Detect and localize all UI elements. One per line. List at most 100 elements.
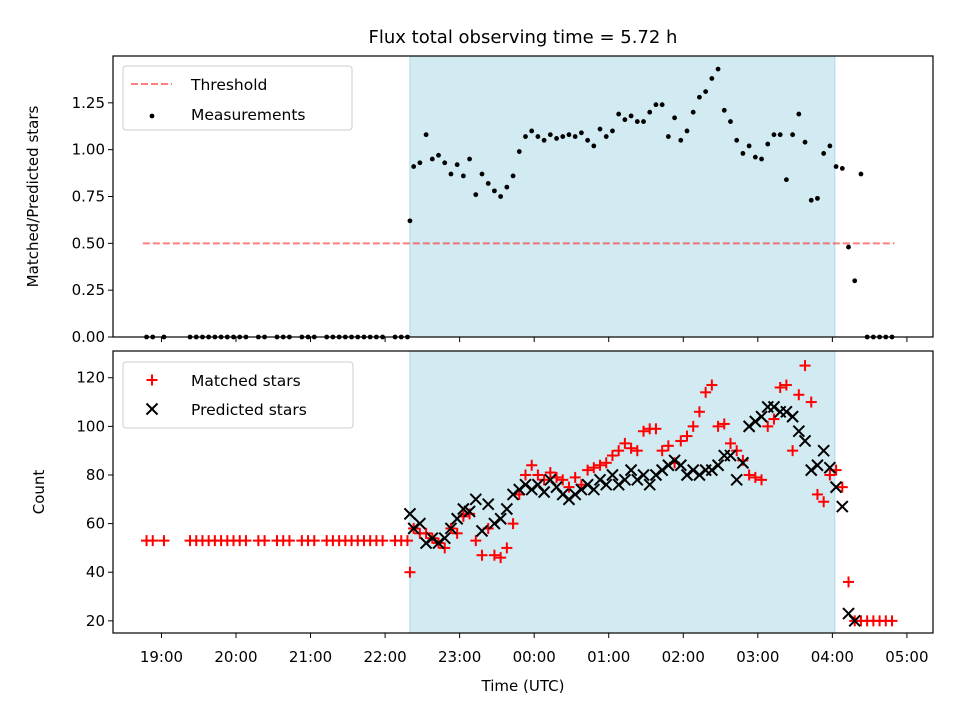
- matched-star-point: [793, 389, 805, 401]
- measurement-point: [411, 164, 417, 169]
- measurement-point: [628, 113, 634, 119]
- measurement-point: [759, 156, 764, 162]
- predicted-star-point: [450, 512, 464, 525]
- x-tick-label: 04:00: [811, 648, 854, 666]
- measurement-point: [752, 154, 758, 160]
- bottom-panel: 20 40 60 80 100 120 19:00 20:00 21:00 22:00 23:00…: [30, 350, 934, 695]
- matched-star-point: [799, 360, 811, 372]
- marker-stroke: [643, 478, 656, 491]
- measurement-point: [436, 152, 441, 158]
- predicted-star-point: [829, 480, 843, 494]
- matched-star-point: [240, 535, 252, 547]
- predicted-star-point: [811, 459, 824, 472]
- measurement-point: [597, 126, 603, 132]
- measurement-point: [442, 160, 448, 166]
- matched-star-point: [718, 418, 730, 430]
- marker-stroke: [618, 473, 632, 487]
- matched-star-point: [563, 481, 575, 493]
- predicted-star-point: [817, 444, 830, 457]
- marker-stroke: [786, 410, 799, 423]
- measurement-point: [560, 134, 566, 139]
- measurement-point: [479, 171, 485, 177]
- y-tick-label: 100: [76, 417, 105, 435]
- marker-stroke: [823, 461, 837, 474]
- marker-stroke: [469, 493, 482, 506]
- measurement-point: [454, 162, 460, 168]
- marker-stroke: [444, 522, 458, 535]
- predicted-star-point: [618, 473, 632, 487]
- y-tick-label: 1.00: [72, 141, 105, 159]
- marker-stroke: [600, 478, 613, 491]
- matched-star-point: [693, 406, 705, 418]
- marker-stroke: [755, 410, 768, 423]
- predicted-star-point: [848, 614, 861, 628]
- predicted-star-point: [606, 468, 619, 482]
- matched-star-point: [836, 481, 848, 493]
- top-legend-box: [122, 65, 353, 131]
- measurement-point: [634, 119, 640, 124]
- marker-stroke: [587, 483, 601, 496]
- measurement-point: [473, 192, 479, 198]
- matched-star-point: [743, 469, 755, 481]
- marker-stroke: [550, 480, 563, 494]
- y-tick-label: 1.25: [72, 94, 105, 112]
- marker-stroke: [829, 480, 843, 494]
- measurement-point: [852, 278, 858, 284]
- predicted-star-point: [403, 507, 417, 521]
- measurement-point: [715, 66, 721, 72]
- y-tick-label: 40: [86, 563, 105, 581]
- measurement-point: [510, 173, 516, 179]
- measurement-point: [603, 134, 609, 139]
- predicted-star-point: [500, 502, 514, 516]
- matched-star-point: [308, 535, 320, 547]
- x-tick-label: 01:00: [587, 648, 630, 666]
- marker-stroke: [426, 531, 439, 545]
- measurement-point: [578, 130, 584, 136]
- measurement-point: [516, 149, 522, 154]
- matched-star-point: [631, 445, 643, 457]
- measurement-point: [777, 132, 783, 138]
- y-tick-label: 0.75: [72, 188, 105, 206]
- bottom-frame: [112, 350, 934, 634]
- top-y-axis-label: Matched/Predicted stars: [24, 106, 42, 288]
- measurement-point: [541, 137, 547, 143]
- marker-stroke: [817, 444, 830, 457]
- matched-star-point: [582, 464, 594, 476]
- measurement-point: [697, 94, 702, 100]
- legend-threshold-label: Threshold: [190, 76, 267, 94]
- marker-stroke: [624, 463, 638, 477]
- matched-star-point: [687, 420, 699, 432]
- matched-star-point: [501, 542, 513, 554]
- measurement-point: [678, 137, 684, 143]
- x-axis-label: Time (UTC): [481, 677, 565, 695]
- measurement-point: [703, 89, 709, 94]
- measurement-point: [684, 128, 690, 134]
- measurement-point: [460, 173, 466, 179]
- x-tick-label: 20:00: [214, 648, 257, 666]
- marker-stroke: [544, 473, 557, 487]
- marker-stroke: [438, 531, 451, 545]
- legend-matched-swatch: [146, 374, 158, 386]
- predicted-star-point: [600, 478, 613, 491]
- bottom-observing-window: [409, 350, 836, 634]
- x-tick-label: 19:00: [140, 648, 183, 666]
- matched-star-point: [507, 518, 519, 530]
- measurement-point: [423, 132, 429, 138]
- marker-stroke: [581, 478, 594, 491]
- legend-matched-label: Matched stars: [191, 372, 301, 390]
- marker-stroke: [593, 473, 607, 487]
- measurement-point: [585, 137, 591, 143]
- predicted-star-point: [730, 473, 743, 487]
- matched-star-point: [557, 474, 569, 486]
- measurement-point: [448, 171, 454, 177]
- measurement-point: [572, 134, 578, 139]
- matched-star-point: [147, 535, 159, 547]
- matched-star-point: [158, 535, 170, 547]
- measurement-point: [839, 166, 845, 171]
- matched-star-point: [439, 542, 451, 554]
- predicted-star-point: [792, 425, 806, 438]
- y-tick-label: 60: [86, 515, 105, 533]
- bottom-x-ticks: 19:00 20:00 21:00 22:00 23:00 00:00 01:00 02:00…: [140, 633, 929, 666]
- measurement-point: [498, 194, 504, 199]
- matched-star-point: [805, 396, 817, 408]
